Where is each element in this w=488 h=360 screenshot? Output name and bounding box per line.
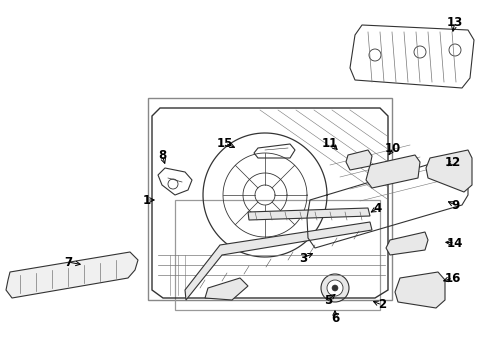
Circle shape	[106, 268, 114, 276]
Text: 1: 1	[142, 194, 151, 207]
Circle shape	[450, 158, 458, 166]
Bar	[175, 200, 379, 310]
Text: 14: 14	[446, 237, 462, 249]
Text: 16: 16	[444, 271, 460, 284]
Circle shape	[220, 285, 229, 295]
Circle shape	[46, 276, 54, 284]
Polygon shape	[204, 278, 247, 300]
Text: 12: 12	[444, 156, 460, 168]
Polygon shape	[425, 150, 471, 192]
Circle shape	[320, 274, 348, 302]
Circle shape	[326, 280, 342, 296]
Circle shape	[404, 280, 414, 290]
Text: 3: 3	[298, 252, 306, 265]
Circle shape	[331, 285, 337, 291]
Text: 9: 9	[450, 198, 458, 212]
Polygon shape	[247, 208, 369, 220]
Circle shape	[422, 278, 432, 288]
Polygon shape	[385, 232, 427, 255]
Polygon shape	[365, 155, 419, 188]
Text: 7: 7	[64, 256, 72, 269]
Circle shape	[435, 160, 443, 168]
Polygon shape	[184, 222, 371, 300]
Polygon shape	[394, 272, 444, 308]
Text: 11: 11	[321, 136, 337, 149]
Circle shape	[376, 167, 386, 177]
Circle shape	[404, 160, 414, 170]
Text: 4: 4	[373, 202, 381, 215]
Text: 15: 15	[216, 136, 233, 149]
Text: 2: 2	[377, 298, 385, 311]
Polygon shape	[6, 252, 138, 298]
Text: 13: 13	[446, 15, 462, 28]
Polygon shape	[346, 150, 371, 170]
Text: 8: 8	[158, 149, 166, 162]
Circle shape	[76, 272, 84, 280]
Text: 5: 5	[323, 293, 331, 306]
Circle shape	[391, 163, 401, 173]
Text: 6: 6	[330, 312, 339, 325]
Circle shape	[460, 161, 468, 169]
Bar	[148, 98, 391, 300]
Text: 10: 10	[384, 141, 400, 154]
